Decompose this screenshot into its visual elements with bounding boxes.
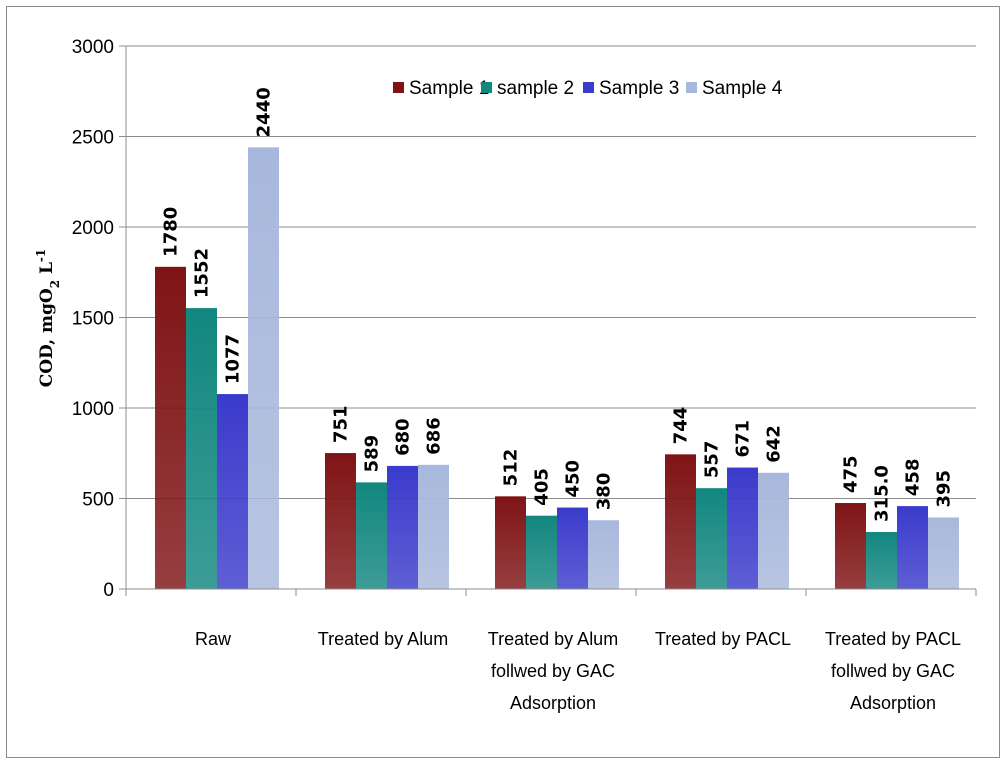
bar — [418, 464, 449, 589]
legend-item: Sample 3 — [583, 78, 679, 99]
bar — [217, 394, 248, 589]
legend-swatch — [583, 82, 594, 93]
data-label: 458 — [903, 459, 924, 497]
bar — [866, 531, 897, 589]
bar — [665, 454, 696, 589]
legend-item: sample 2 — [481, 78, 574, 99]
bar — [526, 515, 557, 589]
bar — [835, 503, 866, 589]
data-label: 405 — [532, 468, 553, 506]
y-tick-label: 3000 — [72, 37, 114, 58]
legend-item: Sample 1 — [393, 78, 489, 99]
bar — [325, 453, 356, 589]
legend-swatch — [393, 82, 404, 93]
y-tick-label: 2000 — [72, 218, 114, 239]
data-label: 512 — [501, 449, 522, 487]
data-label: 380 — [594, 473, 615, 511]
y-axis-title: COD, mgO2 L-1 — [34, 249, 62, 388]
legend: Sample 1 sample 2 Sample 3 Sample 4 — [393, 78, 783, 99]
data-label: 1552 — [192, 248, 213, 298]
y-tick-label: 500 — [82, 490, 114, 511]
axes: 0 500 1000 1500 2000 2500 3000 Raw Treated by Al… — [72, 37, 977, 713]
bar — [248, 147, 279, 590]
legend-swatch — [481, 82, 492, 93]
data-label: 642 — [764, 425, 785, 463]
bar — [356, 482, 387, 589]
legend-item: Sample 4 — [686, 78, 783, 99]
x-category-label: Treated by Alum — [318, 629, 448, 649]
y-tick-label: 1000 — [72, 399, 114, 420]
bar — [897, 506, 928, 589]
data-label: 744 — [671, 407, 692, 445]
data-label: 751 — [331, 405, 352, 443]
legend-label: Sample 4 — [702, 78, 783, 99]
bar — [387, 465, 418, 589]
x-category-label: Treated by PACL — [655, 629, 791, 649]
y-tick-label: 1500 — [72, 309, 114, 330]
bar — [727, 467, 758, 589]
x-category-label: Treated by Alum follwed by GAC Adsorption — [488, 629, 618, 713]
data-label: 1780 — [161, 207, 182, 257]
bar — [155, 266, 186, 589]
x-category-label: Treated by PACL follwed by GAC Adsorption — [825, 629, 961, 713]
bar — [758, 472, 789, 589]
data-label: 450 — [563, 460, 584, 498]
data-label: 395 — [934, 470, 955, 508]
bars — [155, 147, 959, 590]
bar — [186, 308, 217, 589]
legend-swatch — [686, 82, 697, 93]
legend-label: Sample 3 — [599, 78, 679, 99]
data-label: 557 — [702, 441, 723, 479]
y-tick-label: 2500 — [72, 128, 114, 149]
y-tick-label: 0 — [103, 580, 114, 601]
data-labels: 1780 751 512 744 475 1552 589 405 557 315.0 1077 68… — [161, 87, 955, 522]
data-label: 315.0 — [872, 465, 893, 522]
bar — [557, 507, 588, 589]
data-label: 680 — [393, 418, 414, 456]
legend-label: sample 2 — [497, 78, 574, 99]
x-category-label: Raw — [195, 629, 232, 649]
legend-label: Sample 1 — [409, 78, 489, 99]
data-label: 1077 — [223, 334, 244, 384]
data-label: 475 — [841, 455, 862, 493]
bar — [495, 496, 526, 589]
data-label: 2440 — [254, 87, 275, 137]
bar — [696, 488, 727, 589]
bar — [588, 520, 619, 589]
data-label: 686 — [424, 417, 445, 455]
data-label: 589 — [362, 435, 383, 473]
data-label: 671 — [733, 420, 754, 458]
bar — [928, 517, 959, 589]
